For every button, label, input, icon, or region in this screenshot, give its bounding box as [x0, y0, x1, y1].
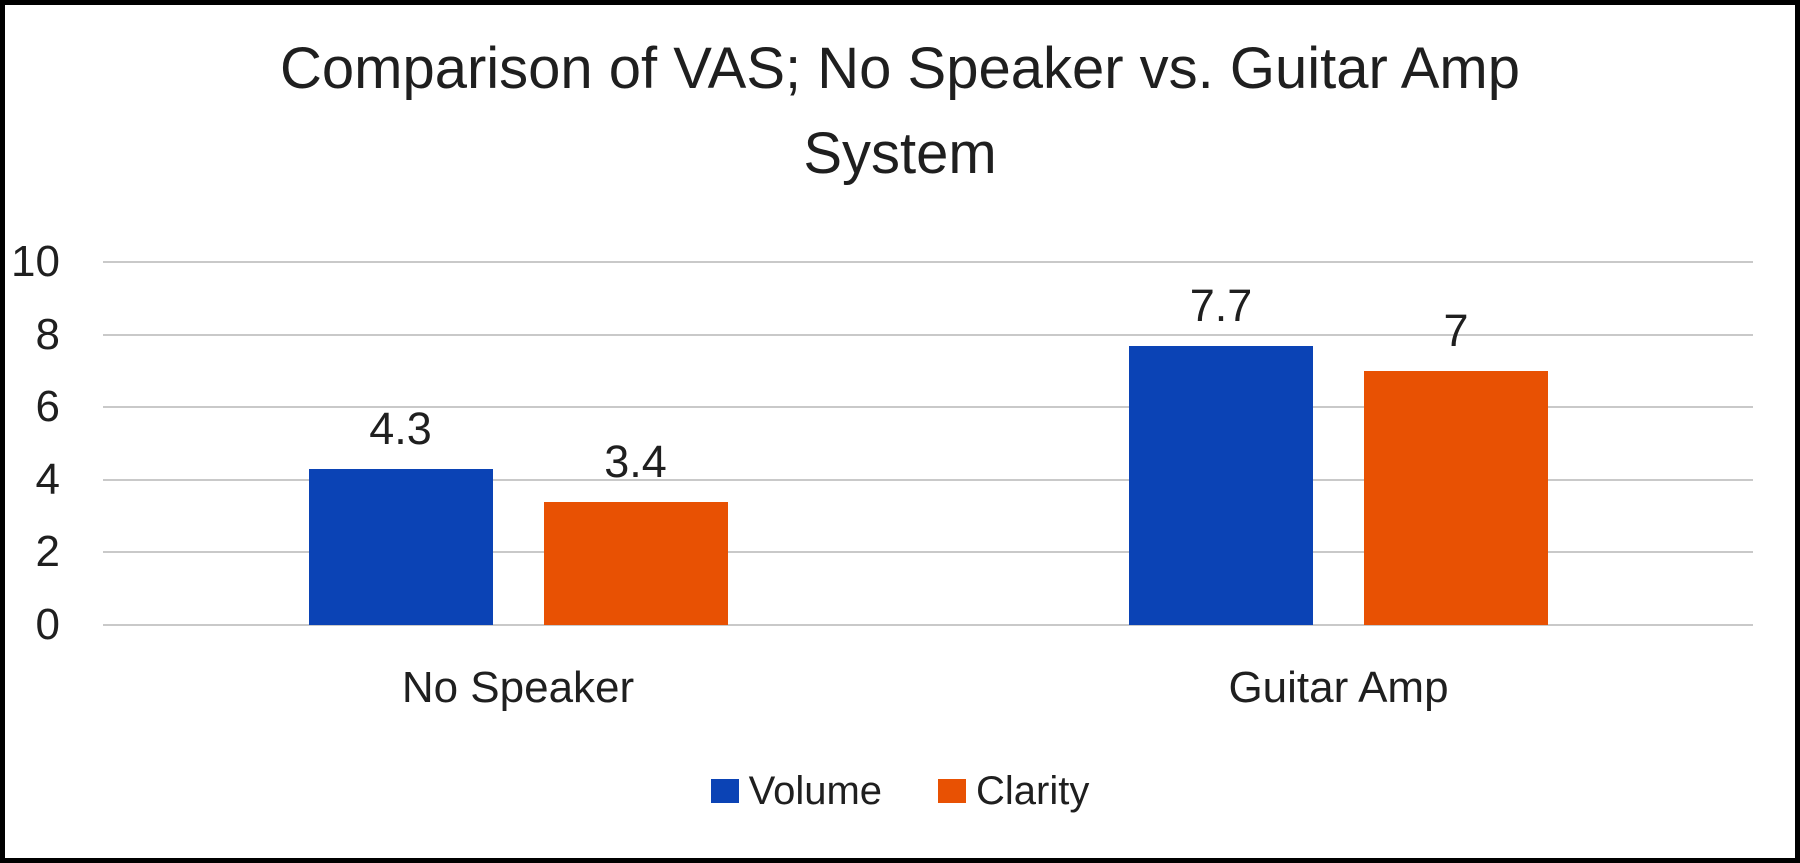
data-label-volume-no-speaker: 4.3	[369, 402, 432, 454]
gridline-8	[103, 333, 1753, 336]
category-label-guitar-amp: Guitar Amp	[1228, 663, 1449, 712]
gridline-2	[103, 551, 1753, 554]
gridline-4	[103, 478, 1753, 481]
bar-clarity-no-speaker	[543, 501, 728, 625]
gridline-6	[103, 406, 1753, 409]
plot-area: 4.3 3.4 7.7 7	[103, 261, 1753, 626]
bar-volume-no-speaker	[308, 468, 493, 625]
y-tick-label-6: 6	[35, 382, 60, 432]
y-tick-label-10: 10	[11, 237, 60, 286]
y-tick-label-8: 8	[35, 309, 60, 359]
data-label-clarity-no-speaker: 3.4	[604, 435, 667, 487]
legend-item-clarity: Clarity	[938, 768, 1089, 814]
data-label-clarity-guitar-amp: 7	[1443, 304, 1469, 356]
gridline-0	[103, 624, 1753, 626]
legend-swatch-volume	[710, 779, 739, 803]
legend-item-volume: Volume	[710, 768, 883, 814]
chart-title-line-1: Comparison of VAS; No Speaker vs. Guitar…	[279, 36, 1520, 101]
y-tick-label-0: 0	[35, 600, 60, 649]
legend-label-clarity: Clarity	[976, 769, 1090, 813]
bar-volume-guitar-amp	[1129, 345, 1313, 625]
gridline-10	[103, 261, 1753, 263]
bar-clarity-guitar-amp	[1364, 370, 1548, 625]
legend-swatch-clarity	[938, 779, 967, 803]
category-label-no-speaker: No Speaker	[401, 663, 635, 712]
y-tick-label-2: 2	[35, 527, 60, 577]
data-label-volume-guitar-amp: 7.7	[1189, 279, 1253, 331]
legend-label-volume: Volume	[748, 769, 883, 813]
legend: Volume Clarity	[0, 768, 1800, 814]
chart-title-line-2: System	[803, 121, 997, 186]
chart-title: Comparison of VAS; No Speaker vs. Guitar…	[0, 26, 1800, 196]
y-tick-label-4: 4	[35, 454, 60, 504]
